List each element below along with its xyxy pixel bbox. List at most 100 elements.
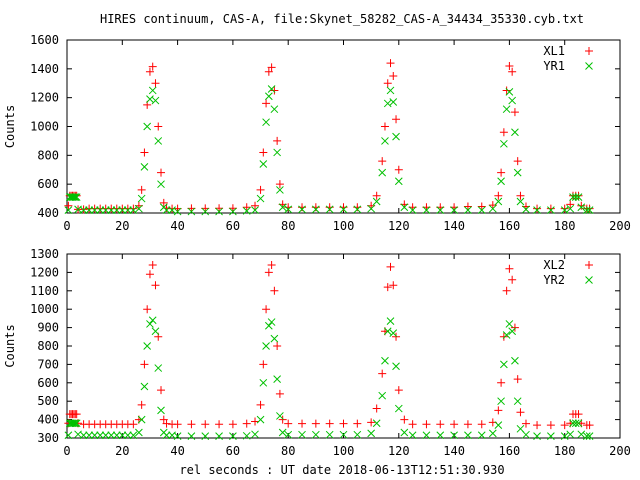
data-point	[264, 92, 273, 101]
data-point	[505, 61, 514, 70]
data-point	[96, 206, 105, 214]
data-point	[145, 67, 154, 76]
data-point	[173, 432, 182, 441]
data-point	[311, 205, 320, 214]
data-point	[151, 327, 160, 336]
data-point	[101, 431, 110, 440]
data-point	[151, 79, 160, 88]
data-point	[494, 197, 503, 206]
data-point	[215, 207, 223, 216]
data-point	[497, 378, 506, 387]
data-point	[408, 431, 417, 440]
data-point	[378, 157, 387, 166]
x-tick-label: 120	[388, 219, 410, 233]
data-point	[72, 410, 81, 419]
data-point	[154, 137, 163, 145]
data-point	[494, 191, 503, 200]
data-point	[262, 342, 270, 350]
plot-frame	[66, 253, 621, 439]
data-point	[101, 206, 110, 214]
data-point	[270, 86, 279, 95]
data-point	[436, 431, 445, 440]
data-point	[499, 128, 508, 137]
data-point	[392, 115, 401, 124]
x-tick-label: 0	[63, 444, 70, 458]
data-point	[143, 305, 152, 314]
data-point	[521, 419, 530, 428]
data-point	[353, 419, 362, 428]
data-point	[273, 375, 281, 383]
data-point	[162, 431, 171, 440]
x-tick-label: 60	[226, 444, 240, 458]
x-tick-label: 20	[115, 444, 129, 458]
data-point	[488, 204, 497, 213]
data-point	[389, 329, 398, 337]
x-tick-label: 60	[226, 219, 240, 233]
legend-label: YR1	[543, 59, 565, 73]
data-point	[367, 418, 376, 427]
data-point	[284, 430, 293, 439]
data-point	[325, 205, 334, 214]
data-point	[187, 420, 196, 429]
data-point	[513, 397, 522, 406]
data-point	[508, 67, 517, 76]
data-point	[560, 204, 569, 213]
data-point	[582, 206, 591, 214]
data-point	[135, 428, 143, 437]
data-point	[201, 207, 210, 216]
data-point	[494, 406, 503, 415]
data-point	[408, 206, 417, 214]
data-point	[325, 419, 334, 428]
data-point	[298, 419, 307, 428]
data-point	[389, 281, 398, 290]
data-point	[173, 207, 182, 216]
data-point	[547, 432, 555, 441]
data-point	[162, 419, 171, 428]
data-point	[505, 320, 514, 328]
y-tick-label: 400	[37, 206, 59, 220]
x-tick-label: 100	[333, 444, 355, 458]
data-point	[251, 430, 259, 439]
x-tick-label: 20	[115, 219, 129, 233]
data-point	[123, 431, 132, 440]
data-point	[148, 316, 157, 325]
data-point	[582, 432, 591, 441]
data-point	[386, 262, 395, 271]
data-point	[353, 205, 362, 214]
data-point	[499, 332, 508, 341]
data-point	[505, 264, 514, 273]
plot-frame	[66, 39, 621, 214]
data-point	[267, 318, 276, 326]
data-point	[477, 420, 486, 429]
data-point	[259, 378, 268, 387]
data-point	[162, 206, 171, 214]
data-point	[502, 105, 511, 114]
data-point	[242, 203, 251, 212]
data-point	[450, 206, 458, 214]
data-point	[436, 206, 445, 214]
data-point	[463, 202, 472, 211]
data-point	[574, 193, 583, 201]
data-point	[339, 205, 348, 214]
data-point	[215, 432, 223, 441]
data-point	[201, 432, 210, 441]
data-point	[372, 404, 381, 413]
data-point	[339, 430, 348, 439]
data-point	[383, 283, 392, 292]
data-point	[477, 202, 486, 211]
data-point	[242, 431, 251, 440]
data-point	[70, 193, 78, 201]
data-point	[137, 185, 146, 194]
data-point	[422, 206, 431, 214]
y-tick-label: 1400	[30, 62, 59, 76]
data-point	[267, 261, 276, 270]
data-point	[400, 203, 409, 212]
data-point	[140, 360, 149, 369]
data-point	[353, 430, 362, 439]
data-point	[275, 180, 284, 189]
data-point	[380, 122, 389, 131]
data-point	[389, 72, 398, 81]
data-point	[64, 201, 73, 210]
data-point	[229, 432, 237, 441]
